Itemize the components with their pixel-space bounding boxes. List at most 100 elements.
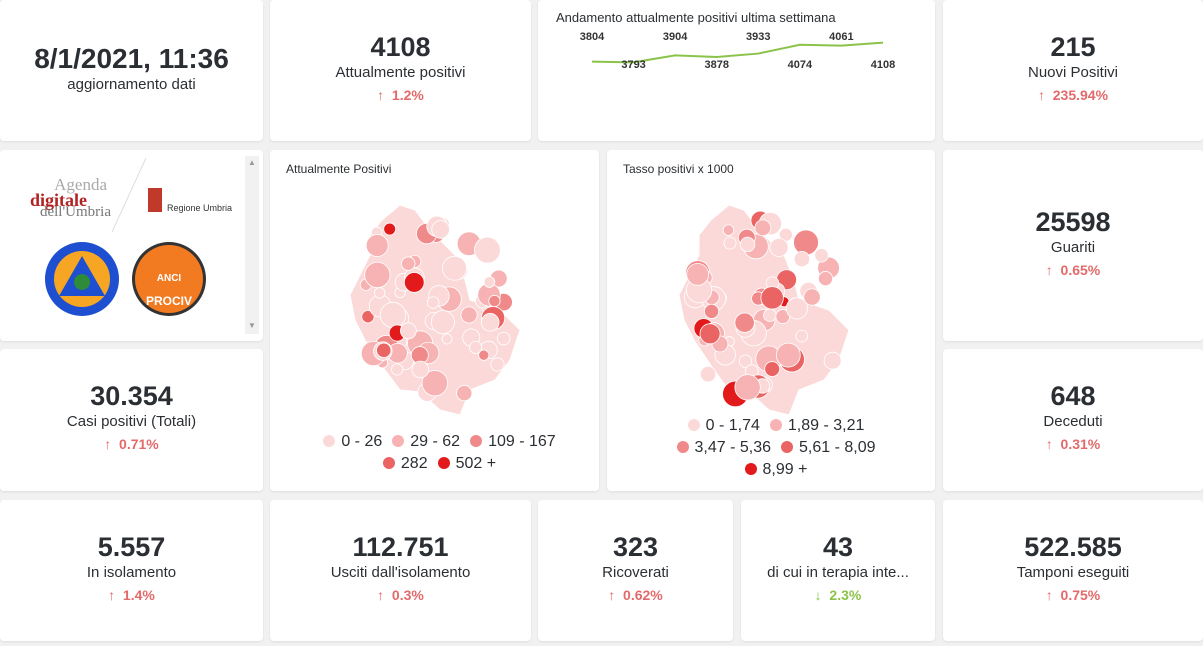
municipality[interactable] — [474, 236, 501, 264]
protezione-civile-logo — [45, 242, 119, 316]
legend-item: 8,99 + — [735, 461, 808, 478]
municipality[interactable] — [365, 234, 389, 257]
kpi-change: ↑ 0.65% — [943, 262, 1203, 278]
municipality[interactable] — [480, 313, 500, 332]
kpi-change-value: 0.71% — [119, 436, 159, 452]
legend-label: 8,99 + — [762, 461, 808, 478]
arrow-up-icon: ↑ — [1045, 262, 1053, 278]
municipality[interactable] — [823, 351, 842, 370]
arrow-up-icon: ↑ — [108, 587, 116, 603]
municipality[interactable] — [391, 363, 404, 376]
kpi-tamponi: 522.585 Tamponi eseguiti ↑ 0.75% — [943, 500, 1203, 641]
legend-swatch — [470, 435, 483, 447]
region-outline — [349, 204, 521, 416]
municipality[interactable] — [430, 310, 455, 335]
data-label: 3878 — [704, 59, 728, 71]
kpi-label: Nuovi Positivi — [1027, 64, 1119, 81]
legend-swatch — [687, 419, 700, 431]
regione-umbria-logo: Regione Umbria — [148, 188, 232, 213]
arrow-up-icon: ↑ — [608, 587, 616, 603]
municipality[interactable] — [361, 310, 375, 324]
kpi-value: 30.354 — [90, 381, 173, 411]
municipality[interactable] — [460, 306, 478, 324]
municipality[interactable] — [775, 342, 801, 368]
municipality[interactable] — [431, 220, 450, 239]
municipality[interactable] — [478, 349, 490, 361]
kpi-label: Guariti — [1050, 239, 1096, 256]
municipality[interactable] — [401, 256, 416, 271]
municipality[interactable] — [703, 303, 720, 319]
municipality[interactable] — [763, 308, 777, 322]
municipality[interactable] — [760, 286, 784, 310]
svg-text:dell'Umbria: dell'Umbria — [40, 204, 111, 220]
map-title: Tasso positivi x 1000 — [623, 162, 734, 176]
municipality[interactable] — [699, 365, 717, 383]
municipality[interactable] — [411, 360, 430, 379]
municipality[interactable] — [723, 236, 737, 250]
legend-label: 282 — [400, 455, 428, 472]
legend-item: 282 — [373, 455, 428, 472]
municipality[interactable] — [764, 361, 781, 377]
municipality[interactable] — [483, 276, 496, 288]
legend-swatch — [769, 419, 782, 431]
municipality[interactable] — [374, 287, 386, 299]
municipality[interactable] — [734, 312, 755, 333]
kpi-label: Deceduti — [1043, 413, 1103, 430]
kpi-change-value: 235.94% — [1052, 87, 1109, 103]
legend-swatch — [781, 441, 793, 453]
municipality[interactable] — [814, 248, 829, 263]
logos-scrollbar[interactable]: ▲ ▼ — [245, 156, 259, 334]
map-legend: 0 - 26 29 - 62 109 - 167 282 502 + — [270, 431, 599, 475]
municipality[interactable] — [442, 255, 467, 281]
kpi-change: ↓ 2.3% — [741, 587, 935, 603]
municipality[interactable] — [754, 219, 772, 237]
municipality[interactable] — [383, 222, 397, 236]
kpi-value: 4108 — [370, 32, 431, 62]
logos: Agenda digitale dell'Umbria Regione Umbr… — [30, 157, 232, 316]
municipality[interactable] — [738, 354, 753, 368]
municipality[interactable] — [795, 329, 809, 343]
kpi-change-value: 2.3% — [829, 587, 862, 603]
municipality[interactable] — [441, 333, 453, 345]
municipality[interactable] — [496, 331, 511, 346]
umbria-map[interactable] — [270, 180, 599, 440]
municipality[interactable] — [421, 370, 448, 397]
kpi-change-value: 0.62% — [623, 587, 663, 603]
municipality[interactable] — [376, 342, 392, 358]
kpi-guariti: 25598 Guariti ↑ 0.65% — [943, 150, 1203, 341]
kpi-change-value: 0.3% — [391, 587, 424, 603]
kpi-usciti: 112.751 Usciti dall'isolamento ↑ 0.3% — [270, 500, 531, 641]
municipality[interactable] — [699, 323, 721, 345]
municipality[interactable] — [488, 294, 501, 308]
municipality[interactable] — [793, 229, 819, 256]
municipality[interactable] — [456, 385, 473, 402]
municipality[interactable] — [469, 340, 483, 354]
municipality[interactable] — [734, 374, 761, 401]
municipality[interactable] — [364, 261, 391, 289]
municipality[interactable] — [379, 301, 407, 329]
municipality[interactable] — [403, 272, 425, 293]
municipality[interactable] — [722, 224, 735, 236]
kpi-change-value: 0.75% — [1060, 587, 1101, 603]
municipality[interactable] — [769, 237, 789, 258]
logos-card: Agenda digitale dell'Umbria Regione Umbr… — [0, 150, 263, 341]
municipality[interactable] — [803, 288, 821, 306]
municipality[interactable] — [427, 296, 440, 309]
legend-label: 502 + — [455, 455, 497, 472]
municipality[interactable] — [490, 357, 505, 372]
legend-swatch — [744, 463, 757, 475]
municipality[interactable] — [785, 297, 808, 320]
legend-label: 29 - 62 — [410, 433, 461, 450]
sparkline-series — [591, 41, 884, 64]
municipality[interactable] — [817, 271, 834, 287]
map-title: Attualmente Positivi — [286, 162, 392, 176]
kpi-label: Attualmente positivi — [335, 64, 466, 81]
municipality[interactable] — [686, 262, 710, 286]
municipality[interactable] — [739, 236, 756, 253]
municipality[interactable] — [793, 250, 811, 268]
kpi-isolamento: 5.557 In isolamento ↑ 1.4% — [0, 500, 263, 641]
umbria-map[interactable] — [607, 180, 935, 420]
municipality[interactable] — [400, 322, 417, 340]
arrow-up-icon: ↑ — [1045, 587, 1053, 603]
kpi-change: ↑ 1.2% — [270, 87, 531, 103]
